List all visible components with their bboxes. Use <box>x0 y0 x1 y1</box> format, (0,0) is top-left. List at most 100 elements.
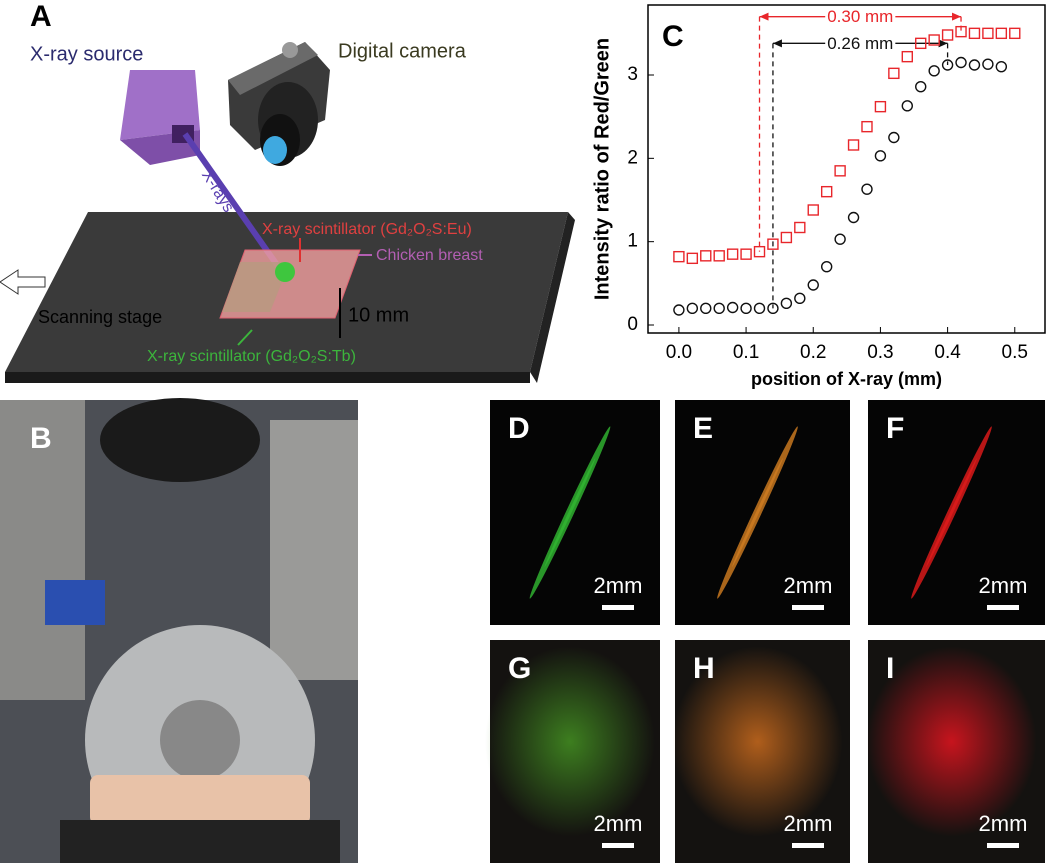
data-point <box>820 185 833 198</box>
annotation-label: 0.30 mm <box>827 7 893 26</box>
data-point <box>673 250 685 263</box>
data-point <box>767 238 779 250</box>
y-tick-label: 1 <box>627 231 638 252</box>
data-point <box>673 304 685 316</box>
signal-spot <box>672 646 843 837</box>
data-point <box>686 302 699 315</box>
data-point <box>726 248 739 260</box>
data-point <box>968 27 981 40</box>
scale-label: 2mm <box>594 573 643 598</box>
photo-detail <box>0 400 85 700</box>
label: Scanning stage <box>38 307 162 327</box>
label: X-ray scintillator (Gd₂O₂S:Eu) <box>262 221 472 238</box>
data-point <box>847 139 860 151</box>
data-point <box>995 60 1008 73</box>
data-point <box>780 231 793 244</box>
data-point <box>901 50 913 63</box>
arrow-head <box>952 12 962 21</box>
data-point <box>794 221 806 234</box>
micrograph: H 2mm <box>672 640 850 863</box>
data-point <box>955 56 967 69</box>
micrograph: E 2mm <box>675 400 850 625</box>
data-point <box>928 65 940 77</box>
stage-edge <box>5 372 530 383</box>
data-point <box>995 27 1008 40</box>
label: Chicken breast <box>376 247 483 264</box>
data-point <box>686 252 699 265</box>
data-point <box>874 100 887 113</box>
data-point <box>767 302 779 315</box>
data-point <box>982 27 994 40</box>
scale-label: 2mm <box>784 573 833 598</box>
stage-edge <box>530 212 575 383</box>
data-point <box>888 131 900 144</box>
data-point <box>955 25 967 38</box>
scale-label: 2mm <box>784 811 833 836</box>
signal-core <box>544 458 596 567</box>
signal-spot <box>866 646 1037 837</box>
pointer <box>237 329 253 346</box>
annotation-label: 0.26 mm <box>827 34 893 53</box>
photo-detail <box>100 398 260 482</box>
label-bg <box>825 7 896 27</box>
arrow-head <box>938 39 948 48</box>
data-point <box>928 34 940 46</box>
data-point <box>874 150 887 162</box>
label: X-rays <box>198 167 237 215</box>
data-point <box>941 29 954 41</box>
micrograph: D 2mm <box>490 400 660 625</box>
x-tick-label: 0.3 <box>867 342 893 363</box>
camera <box>228 42 330 166</box>
arrow-head <box>759 12 769 21</box>
label: Digital camera <box>338 40 467 62</box>
y-tick-label: 2 <box>627 147 638 168</box>
data-point <box>861 183 873 195</box>
x-tick-label: 0.1 <box>733 342 759 363</box>
panel-letter: E <box>693 412 713 445</box>
micrograph: F 2mm <box>868 400 1045 625</box>
panel-letter: F <box>886 412 904 445</box>
x-axis-label: position of X-ray (mm) <box>751 369 942 389</box>
data-point <box>807 204 819 216</box>
data-point <box>1009 27 1021 40</box>
data-point <box>915 37 927 50</box>
signal-core <box>926 458 977 567</box>
panel-c: 0.0 0.1 0.2 0.3 0.4 0.5 0 1 2 3 position of X-ray … <box>591 4 1046 389</box>
xray-spot <box>275 262 295 282</box>
label: X-ray source <box>30 43 143 65</box>
x-tick-label: 0.2 <box>800 342 826 363</box>
data-point <box>901 100 913 112</box>
data-point <box>700 250 712 262</box>
panel-letter: I <box>886 652 894 685</box>
plot-frame <box>647 4 1046 334</box>
panel-letter: A <box>30 0 52 33</box>
scale-bar <box>602 605 634 610</box>
micrograph-bg <box>675 400 850 625</box>
data-point <box>794 292 806 305</box>
chicken-breast <box>222 262 290 312</box>
x-tick-label: 0.5 <box>1002 342 1028 363</box>
xray-beam <box>182 132 285 274</box>
micrograph-bg <box>490 400 660 625</box>
photo-detail <box>160 700 240 780</box>
scale-bar <box>602 843 634 848</box>
data-point <box>780 297 793 310</box>
photo-detail <box>45 580 105 625</box>
data-point <box>915 80 927 93</box>
data-point <box>834 165 846 177</box>
panel-a: A X-ray source Digital camera X-rays X-r… <box>0 0 575 383</box>
panel-letter: G <box>508 652 531 685</box>
data-point <box>847 211 860 224</box>
xray-source <box>120 70 200 140</box>
arrow-head <box>772 39 782 48</box>
label-bg <box>825 33 896 53</box>
data-point <box>713 250 725 262</box>
scale-bar <box>792 843 824 848</box>
data-point <box>726 301 739 314</box>
scale-label: 2mm <box>979 573 1028 598</box>
data-point <box>700 302 712 315</box>
scale-label: 2mm <box>979 811 1028 836</box>
data-point <box>820 260 833 273</box>
data-point <box>753 245 766 258</box>
